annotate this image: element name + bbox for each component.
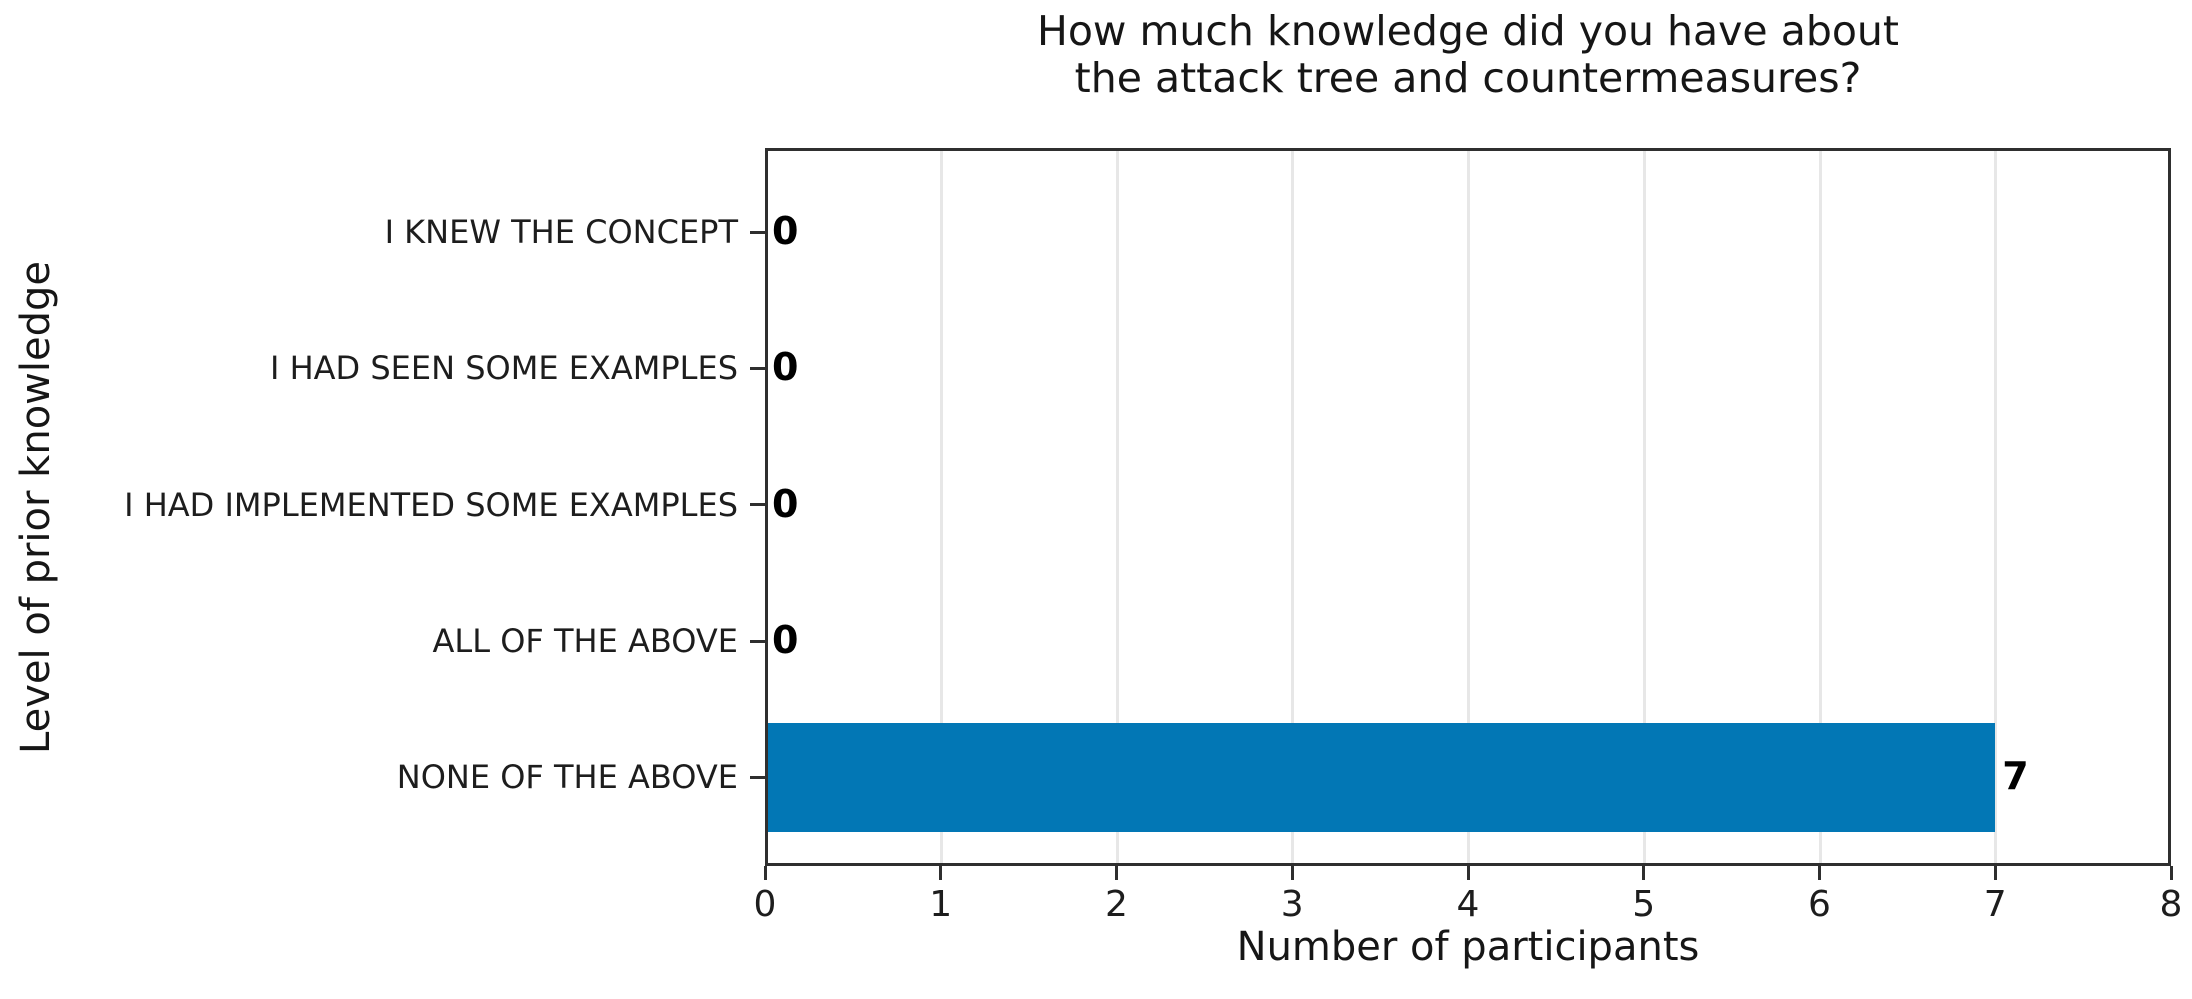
bar	[768, 722, 1996, 832]
x-axis-label: Number of participants	[1236, 924, 1700, 970]
bar-value-label: 0	[772, 209, 799, 254]
bar-value-label: 7	[2002, 754, 2029, 799]
y-tick-mark	[750, 503, 765, 507]
x-tick-label: 5	[1632, 884, 1656, 925]
x-tick-mark	[1818, 866, 1821, 880]
x-tick-label: 6	[1808, 884, 1831, 925]
y-tick-label: I KNEW THE CONCEPT	[384, 213, 738, 251]
chart-title-line1: How much knowledge did you have about	[1036, 7, 1899, 55]
x-tick-mark	[939, 866, 943, 880]
gridline	[1467, 151, 1470, 863]
x-tick-label: 4	[1456, 884, 1480, 925]
x-tick-mark	[1115, 866, 1118, 880]
y-tick-label: I HAD SEEN SOME EXAMPLES	[269, 349, 738, 388]
bar-value-label: 0	[772, 345, 799, 390]
y-tick-mark	[750, 639, 765, 643]
y-tick-mark	[750, 366, 765, 370]
x-tick-mark	[763, 866, 767, 880]
gridline	[939, 151, 943, 863]
x-tick-label: 2	[1105, 884, 1128, 925]
x-tick-mark	[1290, 866, 1294, 880]
chart-title-line2: the attack tree and countermeasures?	[1074, 54, 1862, 102]
chart-title: How much knowledge did you have about th…	[765, 8, 2171, 102]
y-tick-mark	[750, 775, 765, 779]
gridline	[1291, 151, 1295, 863]
x-tick-label: 1	[929, 884, 953, 925]
x-tick-mark	[2169, 866, 2173, 880]
x-tick-mark	[1466, 866, 1470, 880]
gridline	[1642, 151, 1646, 863]
y-tick-label: ALL OF THE ABOVE	[432, 622, 739, 661]
gridline	[1818, 151, 1822, 863]
gridline	[1994, 151, 1998, 863]
gridline	[1115, 151, 1119, 863]
x-tick-mark	[1642, 866, 1646, 880]
x-tick-label: 8	[2159, 884, 2183, 925]
x-tick-label: 3	[1280, 884, 1304, 925]
bar-value-label: 0	[772, 618, 799, 663]
y-tick-label: I HAD IMPLEMENTED SOME EXAMPLES	[124, 485, 738, 524]
x-tick-label: 0	[753, 884, 777, 925]
plot-area	[765, 148, 2171, 866]
y-tick-label: NONE OF THE ABOVE	[396, 758, 738, 797]
bar-value-label: 0	[772, 481, 799, 526]
x-tick-label: 7	[1983, 884, 2007, 925]
x-tick-mark	[1993, 866, 1997, 880]
y-tick-mark	[750, 230, 765, 234]
